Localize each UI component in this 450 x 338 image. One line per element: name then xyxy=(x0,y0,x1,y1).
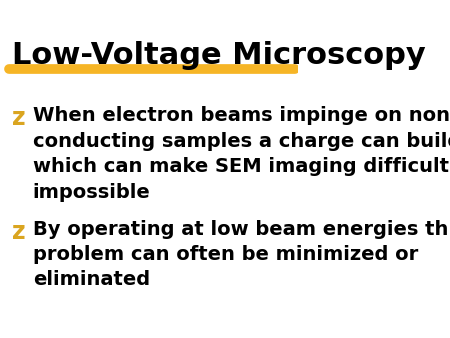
Text: impossible: impossible xyxy=(33,183,150,201)
Text: eliminated: eliminated xyxy=(33,270,150,289)
Text: which can make SEM imaging difficult or: which can make SEM imaging difficult or xyxy=(33,157,450,176)
Text: conducting samples a charge can build up: conducting samples a charge can build up xyxy=(33,132,450,151)
Text: z: z xyxy=(12,106,26,130)
Text: z: z xyxy=(12,220,26,244)
Text: When electron beams impinge on non-: When electron beams impinge on non- xyxy=(33,106,450,125)
Text: Low-Voltage Microscopy: Low-Voltage Microscopy xyxy=(12,41,426,70)
Text: By operating at low beam energies this: By operating at low beam energies this xyxy=(33,220,450,239)
Text: problem can often be minimized or: problem can often be minimized or xyxy=(33,245,418,264)
